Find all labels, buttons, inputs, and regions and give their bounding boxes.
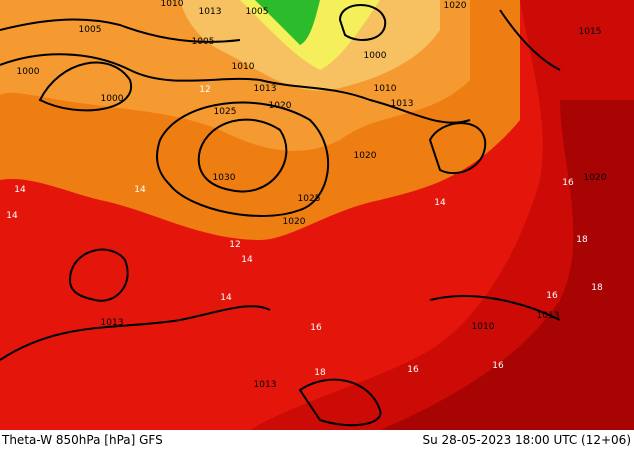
isobar-label: 1020 bbox=[444, 1, 467, 11]
footer-bar bbox=[0, 430, 634, 450]
isobar-label: 1010 bbox=[232, 62, 255, 72]
isobar-label: 1010 bbox=[472, 322, 495, 332]
footer-right: Su 28-05-2023 18:00 UTC (12+06) bbox=[422, 433, 631, 447]
isobar-label: 1020 bbox=[269, 101, 292, 111]
isotherm-label: 14 bbox=[241, 255, 253, 265]
footer-left: Theta-W 850hPa [hPa] GFS bbox=[1, 433, 163, 447]
isotherm-label: 16 bbox=[407, 365, 419, 375]
isobar-label: 1005 bbox=[246, 7, 269, 17]
isotherm-label: 14 bbox=[134, 185, 146, 195]
isobar-label: 1020 bbox=[354, 151, 377, 161]
isotherm-label: 16 bbox=[546, 291, 558, 301]
isobar-label: 1025 bbox=[298, 194, 321, 204]
isobar-label: 1013 bbox=[254, 380, 277, 390]
isotherm-label: 16 bbox=[562, 178, 574, 188]
isobar-label: 1013 bbox=[199, 7, 222, 17]
hot-zone bbox=[250, 0, 634, 430]
isobar-label: 1000 bbox=[364, 51, 387, 61]
isobar-label: 1025 bbox=[214, 107, 237, 117]
isotherm-label: 14 bbox=[14, 185, 26, 195]
isobar-label: 1020 bbox=[283, 217, 306, 227]
isotherm-label: 18 bbox=[314, 368, 326, 378]
isobar-label: 1015 bbox=[579, 27, 602, 37]
isobar-label: 1013 bbox=[101, 318, 124, 328]
isobar-label: 1020 bbox=[584, 173, 607, 183]
isotherm-label: 12 bbox=[229, 240, 240, 250]
isobar-label: 1013 bbox=[254, 84, 277, 94]
isobar-label: 1013 bbox=[537, 311, 560, 321]
isobar-label: 1000 bbox=[17, 67, 40, 77]
isobar-label: 1010 bbox=[374, 84, 397, 94]
hottest-zone bbox=[380, 100, 634, 430]
contour-labels: 1005 1010 1013 1005 1005 1000 1000 1010 1013 1020… bbox=[6, 0, 606, 390]
isobar-label: 1030 bbox=[213, 173, 236, 183]
isobars bbox=[0, 4, 561, 427]
isotherm-label: 18 bbox=[591, 283, 603, 293]
isobar-label: 1005 bbox=[192, 37, 215, 47]
isobar-label: 1000 bbox=[101, 94, 124, 104]
isotherm-label: 14 bbox=[434, 198, 446, 208]
isobar-label: 1013 bbox=[391, 99, 414, 109]
isobar-label: 1010 bbox=[161, 0, 184, 9]
isotherm-label: 14 bbox=[220, 293, 232, 303]
isotherm-label: 16 bbox=[492, 361, 504, 371]
coldest-zone bbox=[255, 0, 320, 45]
isotherm-label: 18 bbox=[576, 235, 588, 245]
isotherm-label: 12 bbox=[199, 85, 210, 95]
isobar-label: 1005 bbox=[79, 25, 102, 35]
isotherm-label: 14 bbox=[6, 211, 18, 221]
isotherm-label: 16 bbox=[310, 323, 322, 333]
